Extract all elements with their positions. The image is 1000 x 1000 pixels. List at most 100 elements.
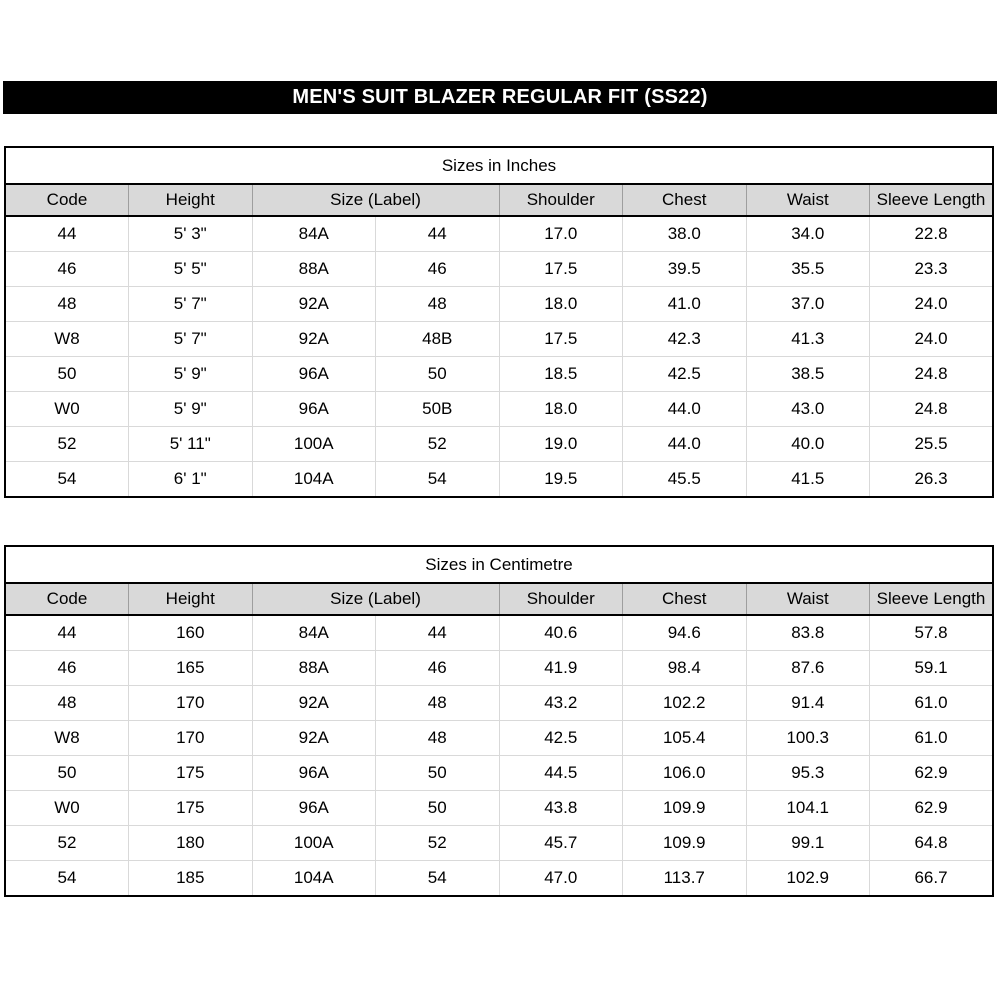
table-cell: 6' 1" — [128, 461, 252, 497]
table-cell: 54 — [375, 461, 499, 497]
table-cell: 52 — [375, 825, 499, 861]
table-cell: 42.5 — [498, 720, 623, 756]
table-cell: W8 — [5, 720, 129, 756]
table-cell: 104.1 — [745, 790, 870, 826]
table-cell: 46 — [375, 251, 499, 287]
table-cell: 34.0 — [745, 215, 870, 252]
table-cell: 44.5 — [498, 755, 623, 791]
table-cell: 46 — [5, 251, 129, 287]
table-cell: 50 — [375, 790, 499, 826]
table-cell: 41.5 — [745, 461, 870, 497]
sizes-in-centimetre-table: Sizes in Centimetre Code Height Size (Label… — [4, 545, 994, 897]
column-header: Waist — [745, 583, 870, 616]
table-cell: 17.5 — [498, 321, 623, 357]
column-header: Height — [128, 184, 252, 217]
table-cell: 38.0 — [622, 215, 746, 252]
table-cell: 92A — [251, 286, 376, 322]
table-cell: 26.3 — [869, 461, 993, 497]
table-cell: 91.4 — [745, 685, 870, 721]
table-cell: 54 — [375, 860, 499, 896]
table-cell: 18.0 — [498, 391, 623, 427]
sizes-in-inches-table: Sizes in Inches Code Height Size (Label) Sho… — [4, 146, 994, 498]
table-cell: 160 — [128, 614, 252, 651]
table-cell: 170 — [128, 720, 252, 756]
table-cell: 22.8 — [869, 215, 993, 252]
table-cell: 24.0 — [869, 321, 993, 357]
table-row: W0 175 96A 50 43.8 109.9 104.1 62.9 — [5, 790, 993, 826]
table-cell: 44.0 — [622, 426, 746, 462]
table-cell: 170 — [128, 685, 252, 721]
table-row: 52 180 100A 52 45.7 109.9 99.1 64.8 — [5, 825, 993, 861]
table-cell: 45.5 — [622, 461, 746, 497]
table-cell: 5' 11" — [128, 426, 252, 462]
column-header: Sleeve Length — [869, 184, 993, 217]
table-cell: 102.2 — [622, 685, 746, 721]
table-header-row: Code Height Size (Label) Shoulder Chest Waist… — [5, 583, 993, 616]
table-cell: 43.8 — [498, 790, 623, 826]
table-cell: W8 — [5, 321, 129, 357]
table-cell: 47.0 — [498, 860, 623, 896]
table-cell: 88A — [251, 650, 376, 686]
table-cell: 24.8 — [869, 391, 993, 427]
table-row: 54 185 104A 54 47.0 113.7 102.9 66.7 — [5, 860, 993, 896]
table-row: W0 5' 9" 96A 50B 18.0 44.0 43.0 24.8 — [5, 391, 993, 427]
table-cell: 19.5 — [498, 461, 623, 497]
table-cell: 5' 9" — [128, 356, 252, 392]
table-header-row: Code Height Size (Label) Shoulder Chest Waist… — [5, 184, 993, 217]
table-cell: 17.0 — [498, 215, 623, 252]
table-cell: 43.0 — [745, 391, 870, 427]
table-cell: 50 — [375, 356, 499, 392]
table-cell: 113.7 — [622, 860, 746, 896]
table-cell: 44 — [375, 614, 499, 651]
table-cell: 96A — [251, 755, 376, 791]
table-cell: 42.3 — [622, 321, 746, 357]
table-cell: 50 — [375, 755, 499, 791]
table-cell: 92A — [251, 685, 376, 721]
column-header: Size (Label) — [251, 583, 499, 616]
table-cell: 40.0 — [745, 426, 870, 462]
table-cell: 64.8 — [869, 825, 993, 861]
table-row: 46 165 88A 46 41.9 98.4 87.6 59.1 — [5, 650, 993, 686]
table-cell: 18.5 — [498, 356, 623, 392]
table-cell: 52 — [375, 426, 499, 462]
table-row: 50 5' 9" 96A 50 18.5 42.5 38.5 24.8 — [5, 356, 993, 392]
table-cell: 99.1 — [745, 825, 870, 861]
table-cell: 41.3 — [745, 321, 870, 357]
table-cell: 88A — [251, 251, 376, 287]
table-cell: 100A — [251, 825, 376, 861]
table-cell: 105.4 — [622, 720, 746, 756]
table-cell: 52 — [5, 825, 129, 861]
table-cell: 23.3 — [869, 251, 993, 287]
table-caption: Sizes in Inches — [5, 147, 993, 185]
table-cell: 175 — [128, 755, 252, 791]
column-header: Shoulder — [498, 184, 623, 217]
table-cell: 52 — [5, 426, 129, 462]
table-cell: 44 — [5, 614, 129, 651]
table-cell: 104A — [251, 860, 376, 896]
table-cell: 94.6 — [622, 614, 746, 651]
table-cell: 84A — [251, 614, 376, 651]
table-cell: 17.5 — [498, 251, 623, 287]
table-caption: Sizes in Centimetre — [5, 546, 993, 584]
table-cell: 185 — [128, 860, 252, 896]
table-cell: 5' 3" — [128, 215, 252, 252]
table-cell: 62.9 — [869, 755, 993, 791]
table-cell: 96A — [251, 790, 376, 826]
table-cell: 92A — [251, 720, 376, 756]
table-cell: 92A — [251, 321, 376, 357]
table-cell: 180 — [128, 825, 252, 861]
table-row: 46 5' 5" 88A 46 17.5 39.5 35.5 23.3 — [5, 251, 993, 287]
table-cell: 50B — [375, 391, 499, 427]
table-cell: 5' 5" — [128, 251, 252, 287]
table-cell: 39.5 — [622, 251, 746, 287]
table-cell: 44 — [375, 215, 499, 252]
table-cell: 48 — [375, 720, 499, 756]
column-header: Height — [128, 583, 252, 616]
table-cell: 96A — [251, 356, 376, 392]
table-row: 54 6' 1" 104A 54 19.5 45.5 41.5 26.3 — [5, 461, 993, 497]
column-header: Chest — [622, 583, 746, 616]
table-cell: 44 — [5, 215, 129, 252]
table-cell: 165 — [128, 650, 252, 686]
table-cell: 109.9 — [622, 790, 746, 826]
